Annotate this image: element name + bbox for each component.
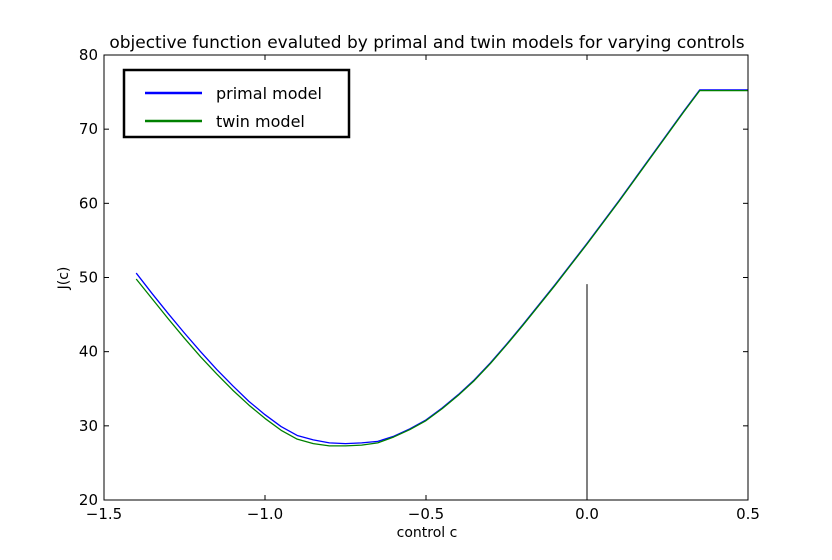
x-tick-label: −1.5 [86, 505, 122, 523]
y-tick-label: 70 [79, 120, 98, 138]
x-tick-label: 0.0 [575, 505, 599, 523]
axis-ticks: −1.5 −1.0 −0.5 0.0 0.5 20 30 40 50 60 70 80 [79, 46, 760, 523]
y-tick-label: 50 [79, 269, 98, 287]
x-tick-label: 0.5 [736, 505, 760, 523]
x-tick-label: −1.0 [247, 505, 283, 523]
x-tick-label: −0.5 [408, 505, 444, 523]
legend-label-primal-model: primal model [216, 84, 322, 103]
y-axis-label: J(c) [56, 267, 72, 291]
legend-box [122, 68, 351, 139]
y-tick-label: 40 [79, 343, 98, 361]
legend-label-twin-model: twin model [216, 112, 305, 131]
y-tick-label: 60 [79, 194, 98, 212]
y-tick-label: 80 [79, 46, 98, 64]
x-axis-label: control c [397, 525, 458, 541]
y-tick-label: 20 [79, 491, 98, 509]
y-tick-label: 30 [79, 417, 98, 435]
legend: primal model twin model [122, 68, 351, 139]
series-line-twin-model [135, 89, 748, 447]
chart-title: objective function evaluted by primal an… [109, 33, 744, 53]
